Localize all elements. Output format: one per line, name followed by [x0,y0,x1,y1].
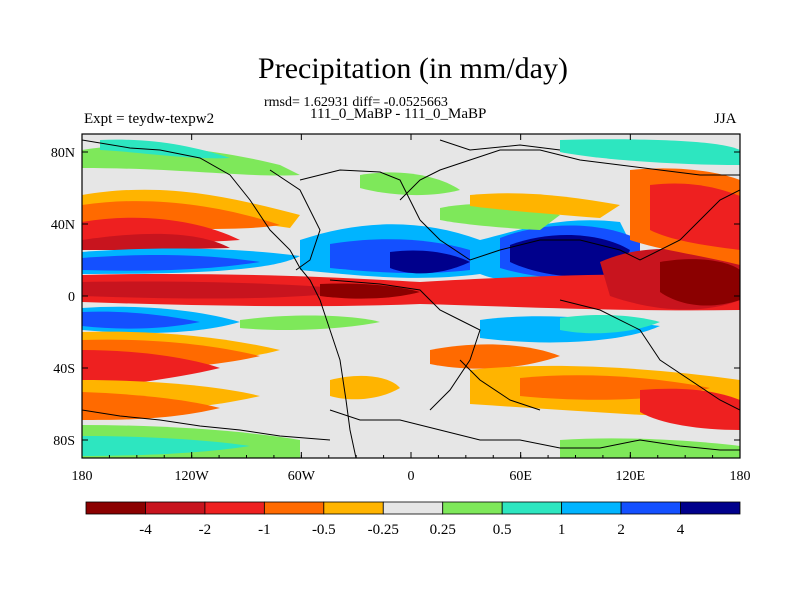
y-tick-label: 0 [68,290,75,305]
colorbar: -4 -2 -1 -0.5 -0.25 0.25 0.5 1 2 4 [85,501,741,538]
season-label: JJA [714,111,737,127]
x-tick-label: 0 [408,469,415,484]
y-tick-label: 40N [51,218,75,233]
x-tick-label: 60E [509,469,532,484]
colorbar-label: -0.25 [368,522,399,538]
x-tick-label: 120E [616,469,646,484]
colorbar-swatch [680,501,741,515]
rmsd-stats: rmsd= 1.62931 diff= -0.0525663 [264,95,448,110]
x-tick-label: 180 [72,469,93,484]
colorbar-label: -4 [139,522,152,538]
x-tick-label: 60W [288,469,316,484]
colorbar-swatch [145,501,206,515]
colorbar-swatch [561,501,622,515]
y-tick-label: 80S [53,434,75,449]
colorbar-label: 4 [677,522,685,538]
y-axis: 80N 40N 0 40S 80S [51,146,740,449]
chart-subtitle: 111_0_MaBP - 111_0_MaBP [310,106,487,122]
colorbar-swatch [442,501,503,515]
x-axis: 180 120W 60W 0 60E 120E 180 [72,134,751,484]
precip-field [82,139,740,458]
colorbar-label: 0.25 [430,522,456,538]
colorbar-swatch [323,501,384,515]
colorbar-swatch [620,501,681,515]
x-tick-label: 180 [730,469,751,484]
colorbar-swatch [501,501,563,515]
colorbar-label: 1 [558,522,566,538]
colorbar-label: -0.5 [312,522,336,538]
colorbar-label: 0.5 [493,522,512,538]
experiment-label: Expt = teydw-texpw2 [84,111,215,127]
y-tick-label: 80N [51,146,75,161]
colorbar-swatch [263,501,325,515]
y-tick-label: 40S [53,362,75,377]
x-tick-label: 120W [175,469,210,484]
colorbar-swatch [204,501,265,515]
colorbar-swatch [382,501,444,515]
colorbar-label: -1 [258,522,271,538]
coastlines [82,139,740,458]
colorbar-label: -2 [199,522,212,538]
colorbar-label: 2 [617,522,625,538]
colorbar-swatch [85,501,146,515]
chart-title: Precipitation (in mm/day) [258,52,568,85]
